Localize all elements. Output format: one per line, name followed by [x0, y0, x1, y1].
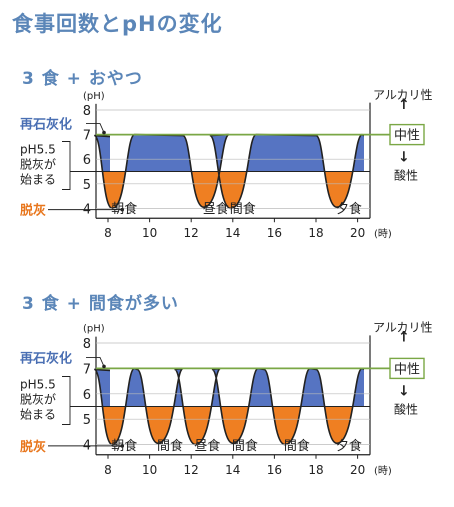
panel0-hour-tick: 12 — [184, 226, 199, 240]
panel2-subtitle: 3 食 + 間食が多い — [22, 294, 179, 314]
panel1-threshold-bracket — [62, 376, 71, 425]
panel1-hour-tick: 12 — [184, 463, 199, 477]
panel0-up-arrow: ↑ — [398, 97, 410, 113]
panel0-alkaline-label: アルカリ性 — [373, 88, 433, 102]
panel1-meal-label: 間食 — [284, 438, 310, 454]
panel0-ph-unit: (pH) — [83, 91, 105, 102]
panel1-threshold-label-2: 脱灰が — [20, 392, 56, 407]
panel0-ph-tick: 5 — [83, 178, 91, 193]
panel1-hour-tick: 18 — [308, 463, 323, 477]
panel1-remin-dot — [102, 364, 106, 369]
panel1-hour-tick: 20 — [350, 463, 365, 477]
panel1-hour-unit: (時) — [374, 465, 392, 477]
panel1-ph-tick: 8 — [83, 337, 91, 352]
panel1-neutral-label: 中性 — [394, 362, 420, 377]
panel0-neutral-box — [389, 123, 425, 146]
panel0-meal-label: 朝食 — [111, 201, 137, 217]
panel1-hour-tick: 10 — [142, 463, 157, 477]
panel1-subtitle: 3 食 + おやつ — [22, 69, 143, 89]
panel0-remin-dot — [102, 130, 106, 135]
panel1-ph-tick: 5 — [83, 413, 91, 428]
panel0-threshold-label-1: pH5.5 — [20, 143, 56, 157]
panel1-ph-tick: 7 — [83, 362, 91, 377]
panel1-hour-tick: 8 — [104, 463, 112, 477]
panel1-meal-label: 昼食 — [194, 438, 220, 454]
panel0-hour-tick: 8 — [104, 226, 112, 240]
panel0-ph-tick: 7 — [83, 129, 91, 144]
panel1-up-arrow: ↑ — [398, 330, 410, 346]
panel1-demin-dot — [120, 444, 125, 448]
panel1-meal-label: 間食 — [232, 438, 258, 454]
panel1-ph-unit: (pH) — [83, 324, 105, 335]
panel0-hour-unit: (時) — [374, 228, 392, 240]
panel1-hour-tick: 14 — [225, 463, 240, 477]
panel0-demin-label: 脱灰 — [20, 203, 46, 219]
panel1-threshold-label-3: 始まる — [20, 408, 56, 422]
panel0-remin-label: 再石灰化 — [20, 117, 72, 133]
panel1-base-area — [94, 368, 364, 407]
panel0-neutral-label: 中性 — [394, 129, 420, 144]
panel0-down-arrow: ↓ — [398, 150, 410, 166]
panel0-hour-tick: 14 — [225, 226, 240, 240]
panel0-ph-tick: 6 — [83, 153, 91, 168]
panel0-remin-leader — [86, 123, 105, 133]
panel0-hour-tick: 20 — [350, 226, 365, 240]
panel1-meal-label: 夕食 — [336, 438, 362, 454]
panel0-base-area — [94, 134, 364, 172]
panel0-meal-label: 昼食 — [203, 201, 229, 217]
panel0-demin-dot — [120, 207, 125, 212]
panel1-meal-label: 間食 — [157, 438, 183, 454]
panel1-meal-label: 朝食 — [111, 438, 137, 454]
panel0-ph-tick: 8 — [83, 104, 91, 119]
panel1-remin-leader — [86, 356, 105, 367]
panel1-threshold-label-1: pH5.5 — [20, 378, 56, 392]
panel0-acidic-label: 酸性 — [394, 168, 418, 183]
panel0-acid-area — [102, 171, 364, 209]
panel1-neutral-box — [389, 357, 425, 380]
panel0-meal-label: 間食 — [230, 201, 256, 217]
panel1-ph-tick: 6 — [83, 388, 91, 403]
panel1-alkaline-label: アルカリ性 — [373, 321, 433, 335]
panel1-hour-tick: 16 — [267, 463, 282, 477]
panel0-threshold-bracket — [62, 141, 71, 190]
panel1-down-arrow: ↓ — [398, 383, 410, 399]
panel0-hour-tick: 10 — [142, 226, 157, 240]
panel0-hour-tick: 18 — [308, 226, 323, 240]
panel0-meal-label: 夕食 — [336, 201, 362, 217]
panel0-threshold-label-3: 始まる — [20, 173, 56, 187]
panel1-acidic-label: 酸性 — [394, 401, 418, 416]
page-title: 食事回数とpHの変化 — [12, 12, 223, 36]
panel1-remin-label: 再石灰化 — [20, 350, 72, 366]
panel0-threshold-label-2: 脱灰が — [20, 157, 56, 172]
panel1-demin-label: 脱灰 — [20, 439, 46, 455]
panel0-hour-tick: 16 — [267, 226, 282, 240]
